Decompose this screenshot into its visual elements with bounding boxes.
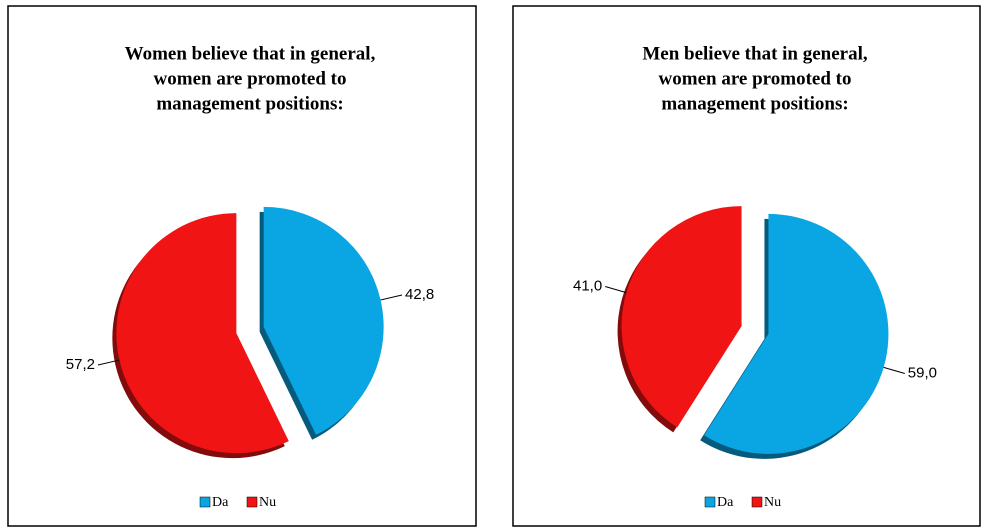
chart-title: women are promoted to — [154, 68, 347, 89]
slice — [704, 213, 889, 454]
legend-swatch — [751, 496, 763, 508]
chart-title: women are promoted to — [659, 68, 852, 89]
leader-line — [380, 294, 403, 301]
slice — [263, 206, 384, 435]
legend-label: Da — [212, 495, 229, 510]
legend-swatch — [199, 496, 211, 508]
slice — [621, 206, 742, 428]
legend-label: Nu — [764, 495, 781, 510]
data-label: 41,0 — [573, 277, 602, 294]
legend-label: Da — [717, 495, 734, 510]
chart-title: Men believe that in general, — [642, 43, 868, 64]
leader-line — [97, 359, 120, 366]
leader-line — [605, 285, 627, 294]
chart-title: Women believe that in general, — [125, 43, 376, 64]
slice — [116, 213, 289, 454]
legend-swatch — [704, 496, 716, 508]
data-label: 57,2 — [66, 356, 95, 373]
data-label: 42,8 — [405, 286, 434, 303]
data-label: 59,0 — [908, 364, 937, 381]
chart-title: management positions: — [661, 93, 848, 114]
leader-line — [883, 366, 905, 375]
legend-swatch — [246, 496, 258, 508]
chart-title: management positions: — [156, 93, 343, 114]
legend-label: Nu — [259, 495, 276, 510]
